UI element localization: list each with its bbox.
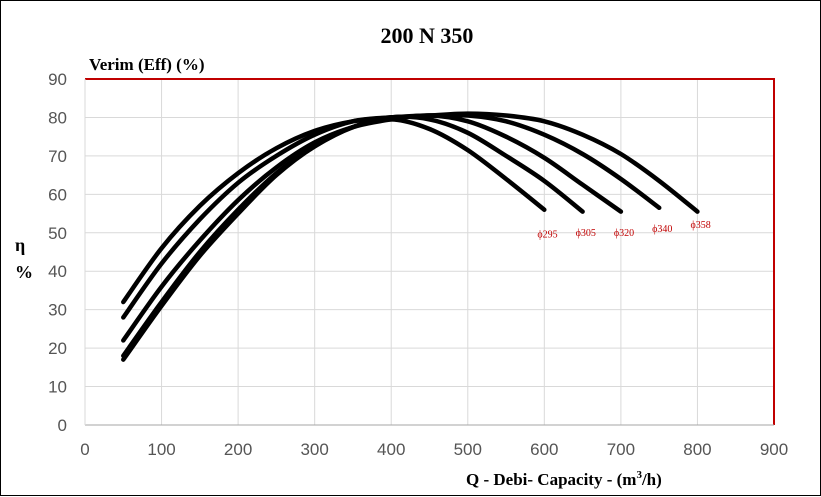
y-axis-symbol-percent: % xyxy=(15,262,33,282)
y-axis-title: Verim (Eff) (%) xyxy=(89,55,205,74)
y-tick-label: 10 xyxy=(48,378,67,397)
x-tick-label: 0 xyxy=(80,440,89,459)
y-tick-label: 90 xyxy=(48,70,67,89)
x-tick-label: 200 xyxy=(224,440,252,459)
plot-frame xyxy=(85,78,775,425)
ticks-layer: 0 100 200 300 400 500 600 700 800 900 0 10 20 30 40 50 6… xyxy=(48,70,788,459)
y-tick-label: 70 xyxy=(48,147,67,166)
curve-label: ϕ305 xyxy=(576,228,596,239)
y-tick-label: 20 xyxy=(48,339,67,358)
y-tick-label: 50 xyxy=(48,224,67,243)
x-axis-title-end: /h) xyxy=(641,470,662,489)
x-axis-title-superscript: 3 xyxy=(636,469,642,481)
chart-title: 200 N 350 xyxy=(381,23,474,48)
x-tick-label: 500 xyxy=(454,440,482,459)
y-axis-symbol-eta: η xyxy=(15,235,25,255)
series-line-ϕ320 xyxy=(121,113,624,343)
curve-labels-layer: ϕ295 ϕ305 ϕ320 ϕ340 ϕ358 xyxy=(537,220,710,241)
y-tick-label: 30 xyxy=(48,301,67,320)
y-tick-label: 40 xyxy=(48,262,67,281)
x-axis-title-main: Q - Debi- Capacity - (m xyxy=(466,470,636,489)
series-line-ϕ305 xyxy=(121,114,585,359)
curve-label: ϕ358 xyxy=(690,220,710,231)
x-tick-label: 100 xyxy=(147,440,175,459)
y-tick-label: 80 xyxy=(48,108,67,127)
x-tick-label: 900 xyxy=(760,440,788,459)
x-tick-label: 700 xyxy=(607,440,635,459)
x-tick-label: 300 xyxy=(300,440,328,459)
y-tick-label: 60 xyxy=(48,185,67,204)
x-tick-label: 600 xyxy=(530,440,558,459)
x-axis-title: Q - Debi- Capacity - (m3/h) xyxy=(466,469,662,489)
curve-label: ϕ295 xyxy=(537,230,557,241)
curves-layer xyxy=(121,111,700,362)
curve-label: ϕ340 xyxy=(652,224,672,235)
series-line-ϕ358 xyxy=(121,111,700,305)
x-tick-label: 800 xyxy=(683,440,711,459)
curve-label: ϕ320 xyxy=(614,228,634,239)
grid-layer xyxy=(84,78,775,426)
x-tick-label: 400 xyxy=(377,440,405,459)
y-tick-label: 0 xyxy=(58,416,67,435)
